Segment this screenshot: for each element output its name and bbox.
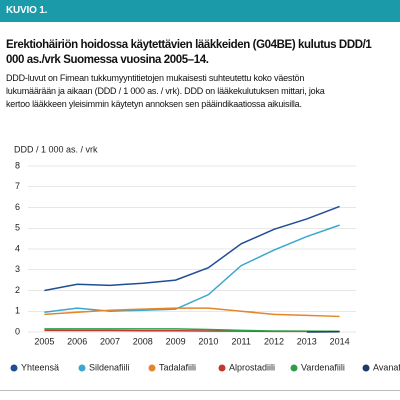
legend-marker: [218, 364, 226, 372]
frame-line: [0, 390, 400, 391]
y-tick-label: 2: [15, 285, 20, 295]
x-tick-label: 2007: [100, 336, 120, 346]
y-tick-label: 6: [15, 202, 20, 212]
chart-subtitle: DDD-luvut on Fimean tukkumyyntitietojen …: [6, 73, 325, 109]
x-tick-label: 2010: [198, 336, 218, 346]
series-line: [44, 328, 340, 333]
y-tick-label: 1: [15, 306, 20, 316]
legend-label: Yhteensä: [21, 362, 59, 372]
x-tick-label: 2013: [297, 336, 317, 346]
legend-marker: [10, 364, 18, 372]
legend-label: Avanafiili: [373, 362, 400, 372]
y-tick-label: 8: [15, 160, 20, 170]
x-tick-label: 2012: [264, 336, 284, 346]
legend-label: Alprostadiili: [229, 362, 275, 372]
legend-marker: [148, 364, 156, 372]
y-tick-label: 7: [15, 181, 20, 191]
legend-marker: [290, 364, 298, 372]
legend-label: Sildenafiili: [89, 362, 130, 372]
series-line: [44, 307, 340, 318]
x-tick-label: 2014: [330, 336, 350, 346]
series-line: [44, 224, 340, 314]
x-tick-label: 2009: [166, 336, 186, 346]
y-axis-label: DDD / 1 000 as. / vrk: [14, 144, 98, 154]
legend-label: Tadalafiili: [159, 362, 196, 372]
y-tick-label: 5: [15, 223, 20, 233]
figure-label: KUVIO 1.: [6, 5, 48, 16]
x-tick-label: 2011: [232, 336, 251, 346]
legend-marker: [78, 364, 86, 372]
y-tick-label: 3: [15, 264, 20, 274]
x-tick-label: 2006: [67, 336, 87, 346]
series-line: [44, 205, 340, 292]
legend-label: Vardenafiili: [301, 362, 345, 372]
chart-title: Erektiohäiriön hoidossa käytettävien lää…: [6, 39, 372, 66]
x-tick-label: 2005: [34, 336, 54, 346]
banner: KUVIO 1.: [0, 0, 400, 22]
y-tick-label: 0: [15, 326, 20, 336]
legend-marker: [362, 364, 370, 372]
y-tick-label: 4: [15, 243, 20, 253]
x-tick-label: 2008: [133, 336, 153, 346]
